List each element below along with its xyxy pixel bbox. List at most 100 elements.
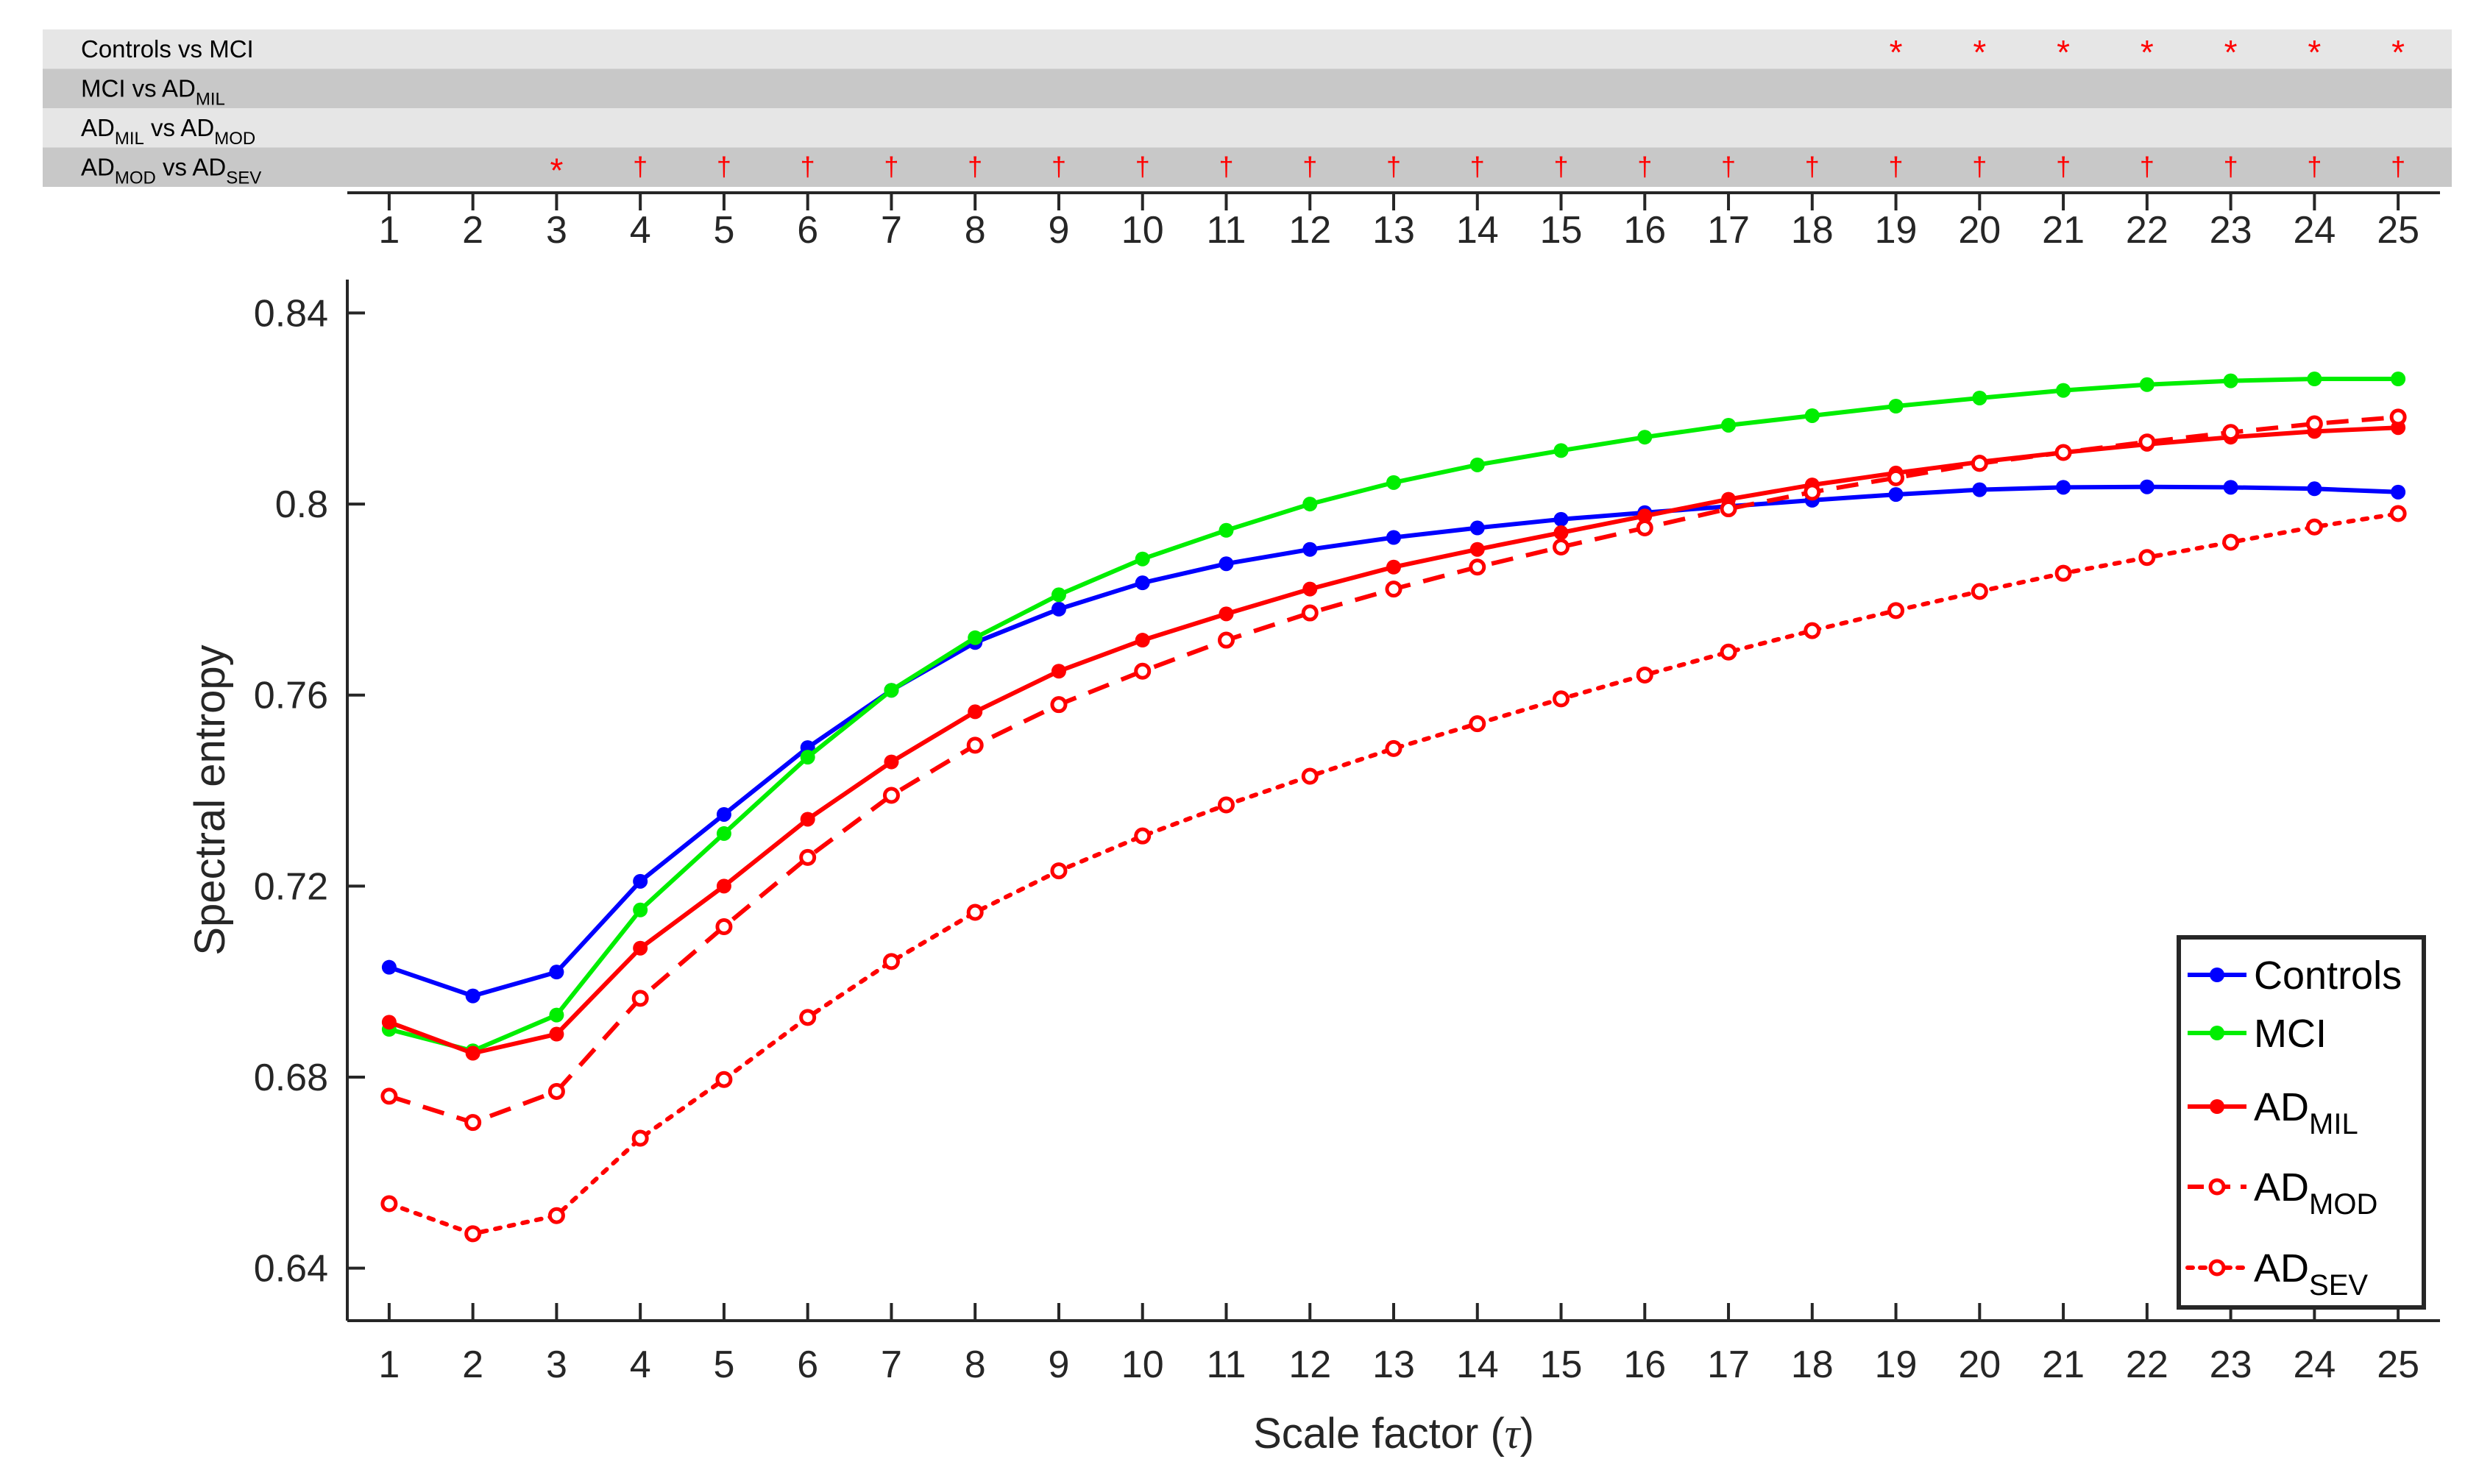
significance-dagger: † — [2140, 152, 2155, 182]
x-axis-tick-label: 25 — [2377, 1343, 2419, 1386]
x-axis-tick-label: 15 — [1540, 1343, 1583, 1386]
significance-dagger: † — [1554, 152, 1569, 182]
legend-label-text: MCI — [2254, 1012, 2327, 1056]
data-point — [381, 959, 397, 975]
data-point — [1636, 666, 1653, 684]
y-axis-tick-label: 0.68 — [254, 1057, 328, 1099]
row-label-subscript: SEV — [226, 168, 261, 188]
significance-dagger: † — [1219, 152, 1233, 182]
data-point — [633, 940, 648, 956]
data-point — [1721, 417, 1737, 433]
data-point — [633, 873, 648, 889]
data-point — [547, 1207, 565, 1224]
top-axis-tick-label: 16 — [1623, 209, 1666, 252]
top-axis-tick-label: 3 — [546, 209, 567, 252]
data-point — [2389, 505, 2407, 522]
data-point — [884, 683, 899, 698]
data-point — [2222, 424, 2240, 441]
data-point — [1636, 519, 1653, 537]
data-point — [2307, 481, 2322, 497]
data-point — [381, 1015, 397, 1030]
significance-asterisk: * — [1890, 33, 1903, 71]
data-point — [882, 787, 900, 804]
data-point — [380, 1087, 398, 1105]
data-point — [799, 1009, 817, 1026]
data-point — [2307, 372, 2322, 387]
data-point — [1971, 583, 1988, 600]
top-axis-tick-label: 14 — [1456, 209, 1499, 252]
data-point — [1134, 662, 1152, 680]
significance-dagger: † — [1470, 152, 1485, 182]
data-point — [1469, 520, 1485, 536]
data-point — [716, 826, 731, 841]
data-point — [631, 1129, 649, 1147]
data-point — [1302, 497, 1318, 512]
significance-dagger: † — [1889, 152, 1904, 182]
data-point — [1887, 602, 1905, 619]
data-point — [633, 902, 648, 917]
data-point — [1804, 622, 1821, 639]
y-axis-label: Spectral entropy — [186, 645, 234, 955]
row-label-text: vs AD — [156, 154, 226, 181]
x-axis-label-text: Scale factor ( — [1253, 1410, 1505, 1458]
top-axis-tick-label: 22 — [2126, 209, 2168, 252]
x-axis-tick-label: 14 — [1456, 1343, 1499, 1386]
x-axis-tick-label: 7 — [881, 1343, 902, 1386]
significance-dagger: † — [1805, 152, 1820, 182]
data-point — [1217, 631, 1235, 649]
data-point — [968, 630, 983, 645]
plot-area: 0.640.680.720.760.80.841 2 3 4 5 6 7 8 9 10 11 12 13… — [186, 280, 2440, 1458]
significance-row-band — [43, 108, 2452, 148]
legend-label-text: AD — [2254, 1246, 2309, 1290]
data-point — [465, 988, 480, 1004]
data-point — [2222, 533, 2240, 551]
data-point — [800, 750, 815, 765]
data-point — [1050, 862, 1068, 880]
significance-dagger: † — [2307, 152, 2322, 182]
significance-asterisk: * — [2141, 33, 2154, 71]
significance-dagger: † — [1386, 152, 1401, 182]
data-point — [1469, 542, 1485, 557]
data-point — [2054, 564, 2072, 582]
legend-label-subscript: MOD — [2309, 1188, 2377, 1221]
x-axis-tick-label: 9 — [1048, 1343, 1069, 1386]
significance-row-band — [43, 68, 2452, 108]
data-point — [1219, 522, 1234, 538]
x-axis-tick-label: 22 — [2126, 1343, 2168, 1386]
significance-dagger: † — [884, 152, 898, 182]
significance-row-band — [43, 147, 2452, 187]
data-point — [1469, 558, 1486, 576]
data-point — [1720, 500, 1737, 518]
x-axis-tick-label: 1 — [378, 1343, 400, 1386]
x-axis-tick-label: 18 — [1791, 1343, 1834, 1386]
row-label-text: Controls vs MCI — [81, 35, 254, 63]
top-axis-tick-label: 5 — [713, 209, 734, 252]
data-point — [1051, 664, 1066, 679]
row-label-subscript: MIL — [196, 90, 225, 110]
data-point — [1386, 530, 1401, 545]
legend-marker — [2208, 1259, 2226, 1277]
data-point — [464, 1225, 482, 1243]
significance-dagger: † — [1637, 152, 1652, 182]
row-label-subscript: MOD — [115, 168, 156, 188]
data-point — [715, 918, 733, 936]
data-point — [2139, 479, 2155, 494]
significance-dagger: † — [801, 152, 815, 182]
data-point — [882, 953, 900, 970]
data-point — [1135, 575, 1150, 591]
top-axis-tick-label: 4 — [630, 209, 651, 252]
significance-dagger: † — [2224, 152, 2238, 182]
data-point — [2391, 372, 2406, 387]
significance-dagger: † — [1135, 152, 1150, 182]
significance-asterisk: * — [2391, 33, 2405, 71]
legend-marker — [2210, 1099, 2224, 1114]
data-point — [1051, 601, 1066, 617]
row-label-text: vs AD — [144, 114, 214, 141]
data-point — [2056, 383, 2071, 398]
x-axis-tick-label: 4 — [630, 1343, 651, 1386]
data-point — [1888, 487, 1904, 503]
significance-asterisk: * — [550, 152, 563, 190]
data-point — [1134, 827, 1152, 845]
